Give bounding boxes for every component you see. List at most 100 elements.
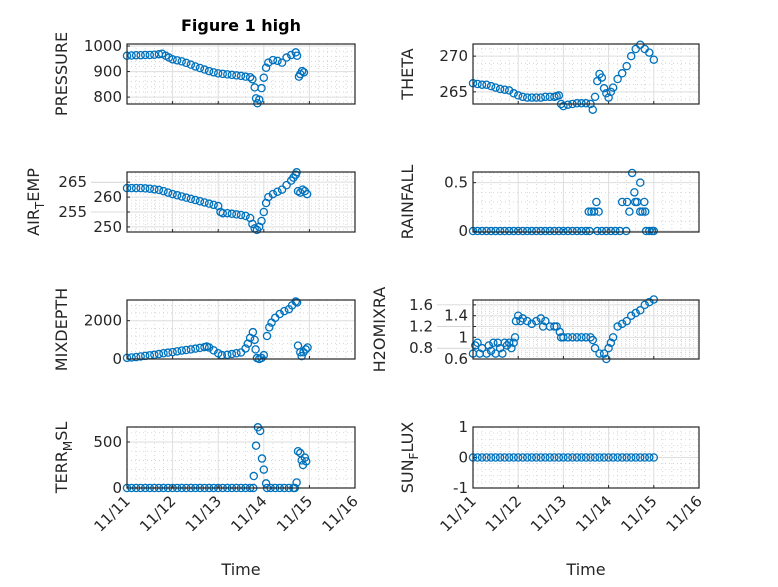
axes-background bbox=[473, 300, 699, 359]
axes-box bbox=[126, 426, 356, 489]
data-point bbox=[140, 50, 150, 60]
data-point bbox=[477, 453, 487, 462]
data-point bbox=[597, 226, 607, 236]
data-point bbox=[248, 74, 257, 84]
data-point bbox=[559, 226, 568, 236]
data-point bbox=[227, 209, 237, 219]
subplot-h2omixra: 0.6 0.8 1 1.2 1.4 1.6 H2OMIXRA bbox=[370, 287, 700, 372]
data-point bbox=[536, 93, 546, 102]
data-point bbox=[163, 348, 173, 357]
subplot-mixdepth: 0 2000 MIXDEPTH bbox=[52, 288, 356, 371]
data-point bbox=[273, 187, 282, 196]
data-point bbox=[522, 93, 532, 102]
data-point bbox=[613, 322, 622, 331]
y-tick-label: 260 bbox=[93, 188, 122, 206]
data-point bbox=[302, 189, 312, 199]
data-point bbox=[577, 333, 586, 342]
data-point bbox=[218, 69, 228, 79]
data-point bbox=[509, 226, 518, 236]
data-point bbox=[127, 51, 136, 60]
data-point bbox=[177, 192, 186, 201]
data-point bbox=[168, 189, 177, 199]
data-point bbox=[182, 345, 191, 355]
data-point bbox=[264, 58, 273, 67]
data-point bbox=[640, 300, 650, 310]
data-point bbox=[563, 100, 573, 109]
data-point bbox=[635, 178, 645, 187]
data-point bbox=[606, 226, 616, 236]
data-point bbox=[223, 208, 232, 218]
data-point bbox=[536, 226, 546, 236]
data-point bbox=[232, 349, 241, 358]
data-point bbox=[622, 197, 632, 207]
data-point bbox=[581, 226, 591, 236]
data-point bbox=[259, 207, 269, 217]
data-point bbox=[594, 207, 603, 216]
data-point bbox=[298, 185, 307, 194]
y-tick-label: 2000 bbox=[84, 312, 122, 330]
data-point bbox=[593, 226, 602, 236]
x-axis-label-left: Time bbox=[220, 560, 260, 579]
y-tick-label: 1.2 bbox=[409, 318, 433, 336]
data-point bbox=[257, 83, 266, 93]
data-point bbox=[622, 316, 631, 326]
data-point bbox=[482, 80, 491, 89]
data-point bbox=[509, 338, 518, 348]
data-point bbox=[536, 314, 546, 323]
y-tick-label: 0 bbox=[112, 479, 122, 497]
data-point bbox=[626, 453, 636, 462]
data-point bbox=[249, 471, 259, 481]
data-point bbox=[608, 453, 618, 462]
data-point bbox=[277, 58, 287, 67]
data-point bbox=[473, 338, 482, 348]
data-point bbox=[581, 453, 591, 462]
data-point bbox=[136, 50, 145, 60]
data-point bbox=[513, 453, 523, 462]
y-tick-label: 270 bbox=[439, 47, 468, 65]
data-point bbox=[518, 226, 527, 236]
data-point bbox=[301, 345, 311, 354]
data-point bbox=[282, 53, 291, 62]
data-point bbox=[204, 66, 214, 76]
data-point bbox=[191, 62, 200, 71]
data-point bbox=[241, 211, 250, 221]
y-tick-label: 265 bbox=[439, 83, 468, 101]
y-tick-label: 1.6 bbox=[409, 296, 433, 314]
data-point bbox=[604, 453, 613, 462]
data-point bbox=[245, 72, 255, 82]
data-point bbox=[635, 453, 645, 462]
data-point bbox=[286, 50, 296, 60]
data-point bbox=[554, 226, 564, 236]
data-point bbox=[602, 89, 611, 98]
data-point bbox=[602, 226, 611, 236]
data-point bbox=[604, 93, 613, 102]
data-point bbox=[131, 352, 141, 362]
data-point bbox=[509, 89, 518, 98]
axes-background bbox=[127, 44, 355, 104]
data-point bbox=[204, 199, 214, 208]
data-point bbox=[554, 453, 564, 462]
data-point bbox=[163, 188, 173, 197]
data-point bbox=[257, 216, 266, 226]
data-point bbox=[513, 226, 523, 236]
data-point bbox=[136, 352, 145, 361]
data-point bbox=[513, 311, 523, 320]
data-point bbox=[590, 92, 600, 102]
data-point bbox=[645, 48, 654, 57]
axes-box bbox=[126, 43, 356, 105]
data-point bbox=[291, 297, 300, 306]
data-point bbox=[262, 331, 272, 341]
data-point bbox=[172, 56, 182, 65]
data-point bbox=[299, 68, 309, 77]
data-point bbox=[599, 349, 609, 358]
data-point bbox=[268, 55, 278, 65]
data-point bbox=[491, 83, 500, 92]
data-point bbox=[631, 453, 640, 462]
subplot-rainfall: 0 0.5 RAINFALL bbox=[398, 165, 700, 240]
data-point bbox=[248, 327, 258, 337]
data-point bbox=[273, 56, 282, 66]
data-point bbox=[545, 226, 555, 236]
data-point bbox=[223, 350, 232, 360]
data-point bbox=[172, 191, 182, 200]
